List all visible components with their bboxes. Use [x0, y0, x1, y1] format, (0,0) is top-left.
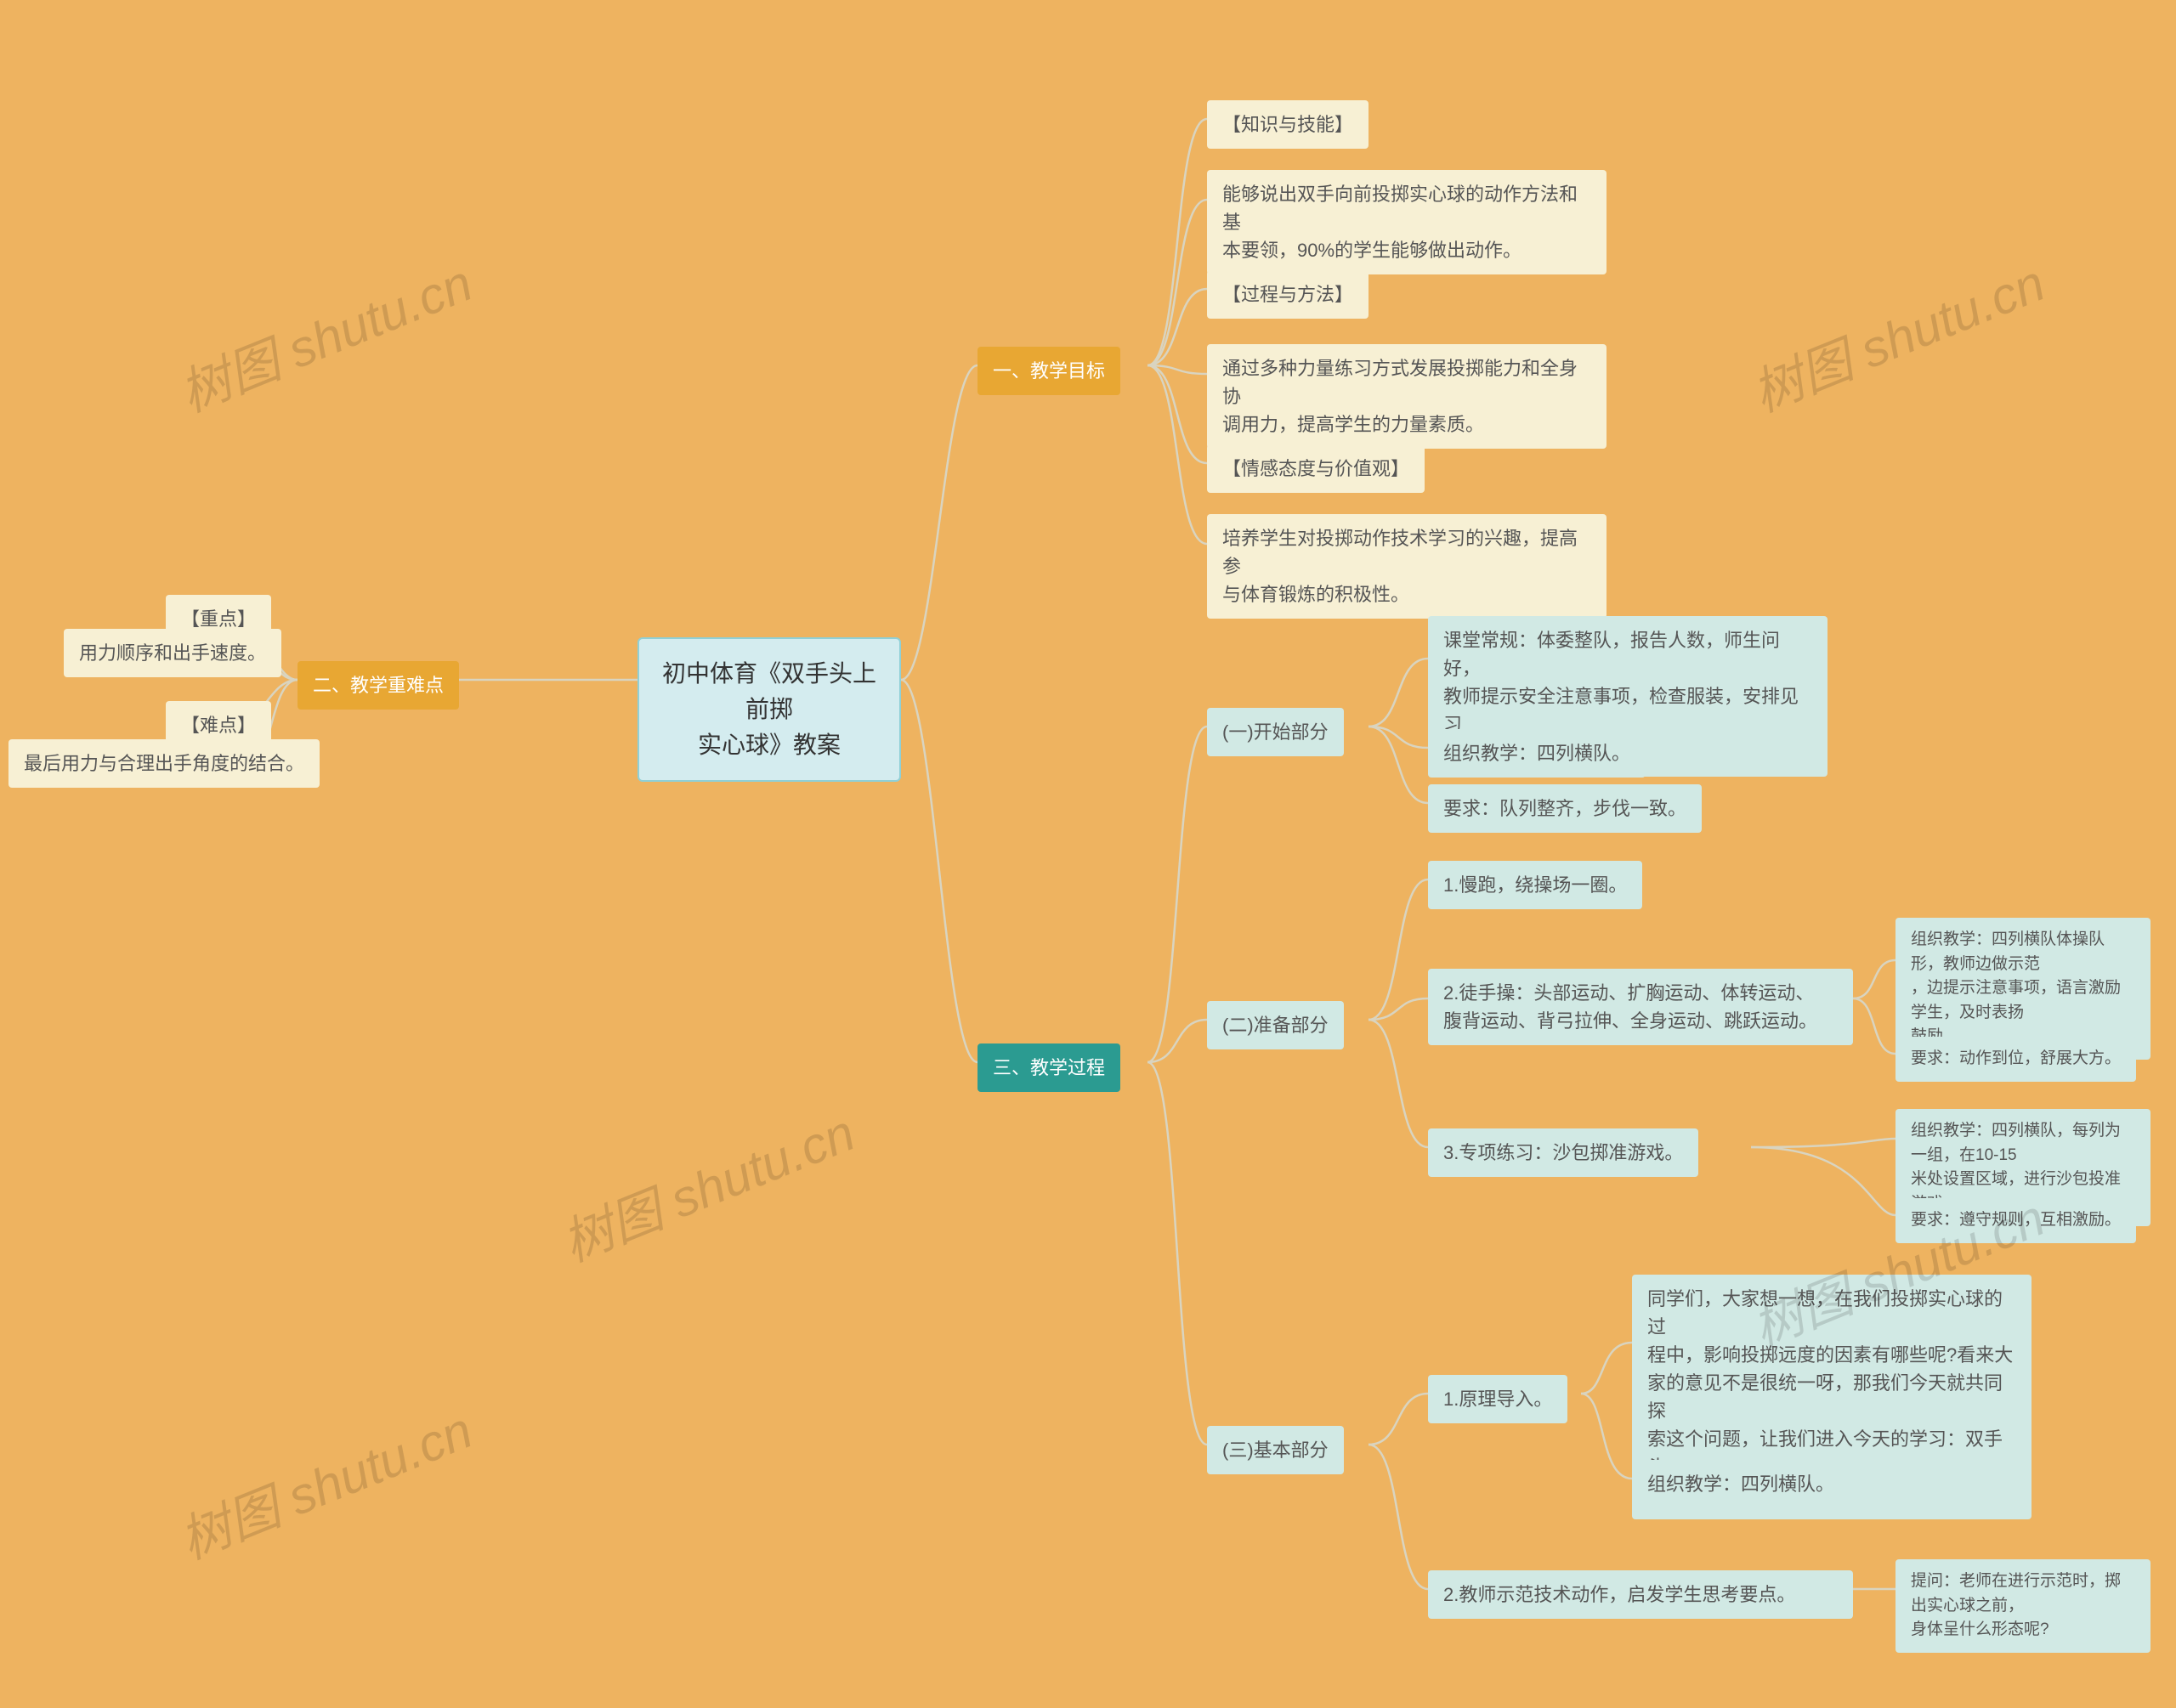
branch-3-sub2-3-child-1[interactable]: 要求：遵守规则，互相激励。 [1896, 1198, 2136, 1243]
branch-3-sub3-item-1[interactable]: 2.教师示范技术动作，启发学生思考要点。 [1428, 1570, 1853, 1619]
branch-3-sub1-item-2[interactable]: 要求：队列整齐，步伐一致。 [1428, 784, 1702, 833]
branch-left-item-3[interactable]: 最后用力与合理出手角度的结合。 [8, 739, 320, 788]
branch-1-item-3[interactable]: 通过多种力量练习方式发展投掷能力和全身协 调用力，提高学生的力量素质。 [1207, 344, 1606, 449]
branch-3-sub1-title[interactable]: (一)开始部分 [1207, 708, 1344, 756]
branch-3-sub2-title[interactable]: (二)准备部分 [1207, 1001, 1344, 1049]
branch-left-title[interactable]: 二、教学重难点 [298, 661, 459, 710]
branch-3-sub3-2-child-0[interactable]: 提问：老师在进行示范时，掷出实心球之前， 身体呈什么形态呢? [1896, 1559, 2150, 1653]
branch-3-sub2-item-0[interactable]: 1.慢跑，绕操场一圈。 [1428, 861, 1642, 909]
branch-left-item-1[interactable]: 用力顺序和出手速度。 [64, 629, 281, 677]
branch-1-item-1[interactable]: 能够说出双手向前投掷实心球的动作方法和基 本要领，90%的学生能够做出动作。 [1207, 170, 1606, 274]
branch-3-sub2-2-child-1[interactable]: 要求：动作到位，舒展大方。 [1896, 1037, 2136, 1082]
branch-3-sub2-item-2[interactable]: 3.专项练习：沙包掷准游戏。 [1428, 1128, 1698, 1177]
branch-3-sub3-item-0[interactable]: 1.原理导入。 [1428, 1375, 1567, 1423]
branch-3-sub3-1-child-1[interactable]: 组织教学：四列横队。 [1632, 1460, 1850, 1508]
branch-1-item-5[interactable]: 培养学生对投掷动作技术学习的兴趣，提高参 与体育锻炼的积极性。 [1207, 514, 1606, 619]
branch-1-title[interactable]: 一、教学目标 [978, 347, 1120, 395]
root-node[interactable]: 初中体育《双手头上前掷 实心球》教案 [638, 637, 901, 782]
branch-3-sub2-item-1[interactable]: 2.徒手操：头部运动、扩胸运动、体转运动、 腹背运动、背弓拉伸、全身运动、跳跃运… [1428, 969, 1853, 1045]
branch-1-item-4[interactable]: 【情感态度与价值观】 [1207, 444, 1425, 493]
branch-3-title[interactable]: 三、教学过程 [978, 1043, 1120, 1092]
branch-1-item-0[interactable]: 【知识与技能】 [1207, 100, 1368, 149]
branch-3-sub1-item-1[interactable]: 组织教学：四列横队。 [1428, 729, 1646, 778]
branch-3-sub3-title[interactable]: (三)基本部分 [1207, 1426, 1344, 1474]
branch-1-item-2[interactable]: 【过程与方法】 [1207, 270, 1368, 319]
